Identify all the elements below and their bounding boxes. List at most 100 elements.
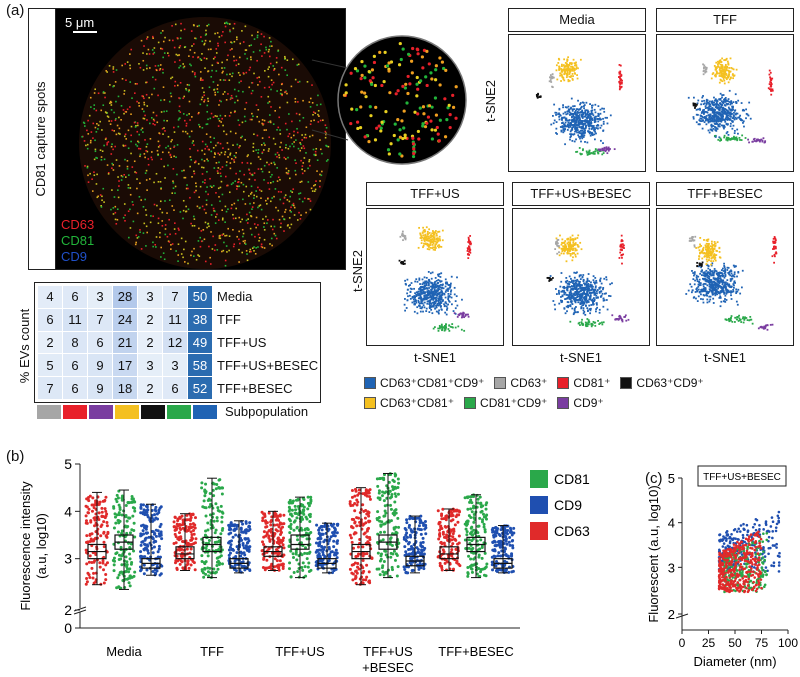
tsne-point [582, 304, 585, 306]
tsne-point [402, 234, 404, 237]
tsne-point [710, 117, 712, 120]
tsne-point [719, 102, 721, 105]
tsne-point [549, 278, 552, 281]
tsne-cluster [555, 56, 582, 83]
tsne-point [586, 325, 589, 327]
capture-spot [213, 89, 215, 91]
tsne-point [571, 69, 574, 72]
capture-spot [270, 79, 273, 81]
tsne-point [587, 151, 589, 154]
tsne-point [720, 75, 723, 78]
tsne-point [590, 304, 593, 306]
tsne-point [571, 119, 574, 122]
zoom-dot [416, 87, 420, 91]
tsne-point [562, 128, 565, 130]
tsne-point [445, 282, 447, 285]
tsne-point [702, 103, 705, 106]
capture-spot [177, 227, 180, 230]
tsne-point [444, 301, 447, 304]
tsne-point [573, 297, 576, 300]
tsne-point [722, 267, 724, 270]
tsne-point [718, 62, 720, 65]
capture-spot [160, 158, 163, 160]
tsne-point [721, 280, 724, 283]
capture-spot [201, 126, 204, 129]
tsne-point [614, 318, 617, 321]
tsne-point [424, 234, 427, 237]
tsne-point [585, 285, 588, 288]
tsne-point [597, 118, 600, 120]
tsne-point [404, 235, 407, 237]
tsne-point [563, 307, 566, 310]
tsne-point [447, 298, 450, 301]
capture-spot [202, 166, 205, 169]
tsne-point [447, 290, 449, 292]
capture-spot [227, 227, 230, 230]
tsne-point [715, 288, 717, 291]
capture-spot [308, 158, 311, 161]
capture-spot [263, 179, 265, 181]
tsne-point [710, 117, 712, 120]
capture-spot [227, 148, 230, 151]
tsne-point [569, 291, 572, 293]
capture-spot [237, 181, 239, 184]
tsne-point [712, 72, 715, 74]
capture-spot [238, 238, 240, 241]
tsne-point [703, 289, 706, 292]
tsne-point [709, 120, 712, 123]
tsne-point [722, 124, 724, 127]
tsne-point [413, 303, 416, 306]
tsne-point [580, 111, 583, 113]
capture-spot [145, 245, 147, 247]
capture-spot [148, 178, 151, 180]
capture-spot [270, 40, 272, 43]
tsne-point [430, 234, 433, 237]
capture-spot [236, 188, 238, 190]
capture-spot [212, 81, 215, 83]
tsne-point [706, 101, 709, 104]
tsne-point [581, 292, 584, 295]
tsne-point [620, 239, 623, 241]
tsne-point [587, 294, 590, 297]
tsne-point [440, 305, 442, 307]
tsne-point [689, 283, 692, 286]
tsne-point [433, 246, 436, 249]
zoom-dot [451, 93, 455, 97]
tsne-point [425, 236, 428, 239]
capture-spot [191, 224, 194, 227]
zoom-dot [425, 83, 429, 88]
tsne-point [558, 108, 561, 111]
tsne-point [722, 114, 724, 117]
tsne-point [424, 243, 427, 245]
capture-spot [197, 112, 200, 115]
capture-spot [237, 63, 240, 65]
tsne-point [567, 124, 570, 126]
tsne-point [619, 82, 622, 85]
capture-spot [173, 131, 176, 133]
capture-spot [129, 208, 131, 211]
tsne-point [420, 242, 423, 244]
tsne-point [414, 298, 417, 301]
capture-spot [276, 151, 279, 154]
tsne-point [434, 230, 437, 232]
tsne-point [574, 128, 577, 130]
tsne-point [570, 68, 573, 71]
tsne-point [424, 287, 426, 290]
tsne-point [421, 306, 424, 309]
tsne-point [719, 63, 722, 66]
capture-spot [295, 173, 297, 176]
tsne-point [733, 275, 736, 278]
capture-spot [263, 247, 266, 249]
capture-spot [162, 86, 165, 88]
tsne-point [590, 122, 593, 125]
side-label-box: CD81 capture spots [29, 9, 56, 269]
capture-spot [146, 67, 148, 70]
tsne-point [715, 288, 718, 291]
tsne-point [725, 138, 728, 141]
capture-spot [153, 87, 156, 90]
tsne-point [718, 98, 721, 101]
tsne-point [431, 286, 434, 289]
tsne-point [567, 249, 570, 252]
tsne-point [466, 247, 469, 250]
tsne-point [565, 247, 568, 249]
